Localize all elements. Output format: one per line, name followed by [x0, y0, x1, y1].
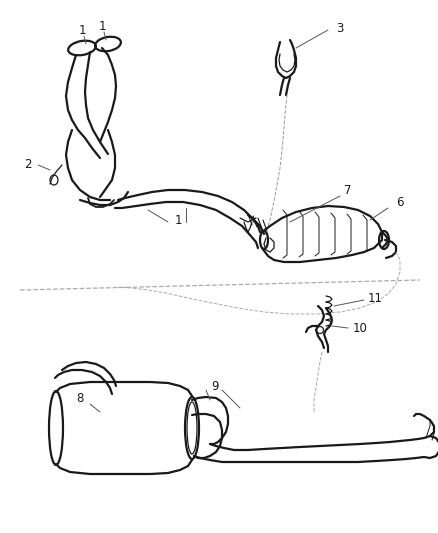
Text: 1: 1: [174, 214, 182, 227]
Text: 1: 1: [78, 23, 86, 36]
Text: 10: 10: [353, 321, 367, 335]
Text: 6: 6: [396, 196, 404, 208]
Text: 1: 1: [98, 20, 106, 33]
Text: 3: 3: [336, 21, 344, 35]
Text: 7: 7: [344, 183, 352, 197]
Text: 2: 2: [24, 158, 32, 172]
Text: 9: 9: [211, 379, 219, 392]
Text: 11: 11: [367, 292, 382, 304]
Ellipse shape: [185, 397, 199, 459]
Text: 8: 8: [76, 392, 84, 405]
